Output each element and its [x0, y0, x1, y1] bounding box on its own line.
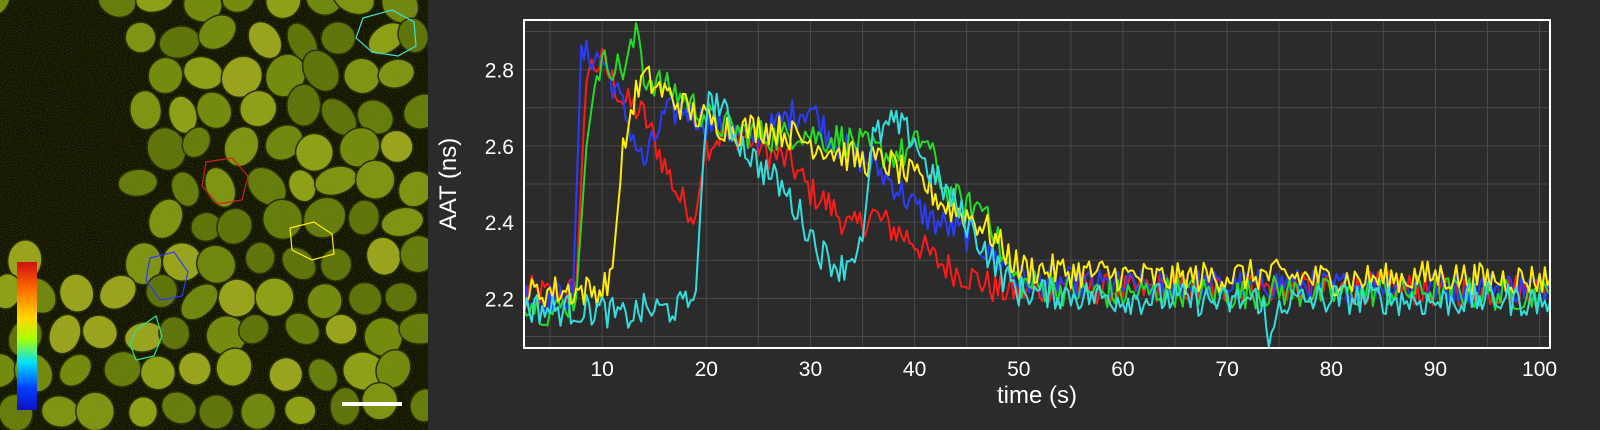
y-tick-label: 2.8: [485, 60, 514, 83]
y-tick-labels: 2.2 2.4 2.6 2.8: [485, 60, 515, 312]
roi-outline-yellow: [289, 221, 335, 261]
roi-outline-red: [201, 157, 249, 205]
microscopy-canvas: [0, 0, 428, 430]
x-tick-label: 90: [1424, 358, 1447, 381]
roi-outlines: [129, 9, 417, 361]
scale-bar: [342, 402, 402, 406]
series-line-1: [524, 47, 1550, 308]
series-line-5: [524, 90, 1550, 348]
y-tick-label: 2.6: [485, 136, 514, 159]
x-tick-label: 70: [1215, 358, 1238, 381]
x-tick-label: 30: [799, 358, 822, 381]
y-axis-label: AAT (ns): [435, 138, 462, 230]
x-tick-label: 50: [1007, 358, 1030, 381]
x-tick-label: 100: [1522, 358, 1557, 381]
lifetime-colorbar: [17, 262, 37, 410]
x-tick-label: 10: [590, 358, 613, 381]
x-tick-label: 60: [1111, 358, 1134, 381]
chart-svg: 10 20 30 40 50 60 70 80 90 100 2.2 2.4 2.6 2.8 time …: [435, 19, 1557, 409]
x-tick-label: 40: [903, 358, 926, 381]
series-layer: [524, 22, 1550, 348]
series-line-4: [524, 65, 1550, 311]
roi-outline-cyan: [355, 9, 417, 57]
x-tick-label: 80: [1320, 358, 1343, 381]
y-tick-label: 2.4: [485, 212, 515, 235]
noise-overlay: [0, 0, 428, 430]
lifetime-chart: 10 20 30 40 50 60 70 80 90 100 2.2 2.4 2.6 2.8 time …: [428, 0, 1600, 430]
x-tick-label: 20: [695, 358, 718, 381]
roi-outline-blue: [145, 251, 189, 301]
y-tick-label: 2.2: [485, 288, 514, 311]
x-tick-labels: 10 20 30 40 50 60 70 80 90 100: [590, 358, 1557, 381]
roi-outline-green: [129, 315, 163, 361]
plot-frame: [523, 19, 1551, 349]
microscopy-image: [0, 0, 428, 430]
series-line-2: [524, 39, 1550, 314]
x-axis-label: time (s): [997, 382, 1077, 409]
